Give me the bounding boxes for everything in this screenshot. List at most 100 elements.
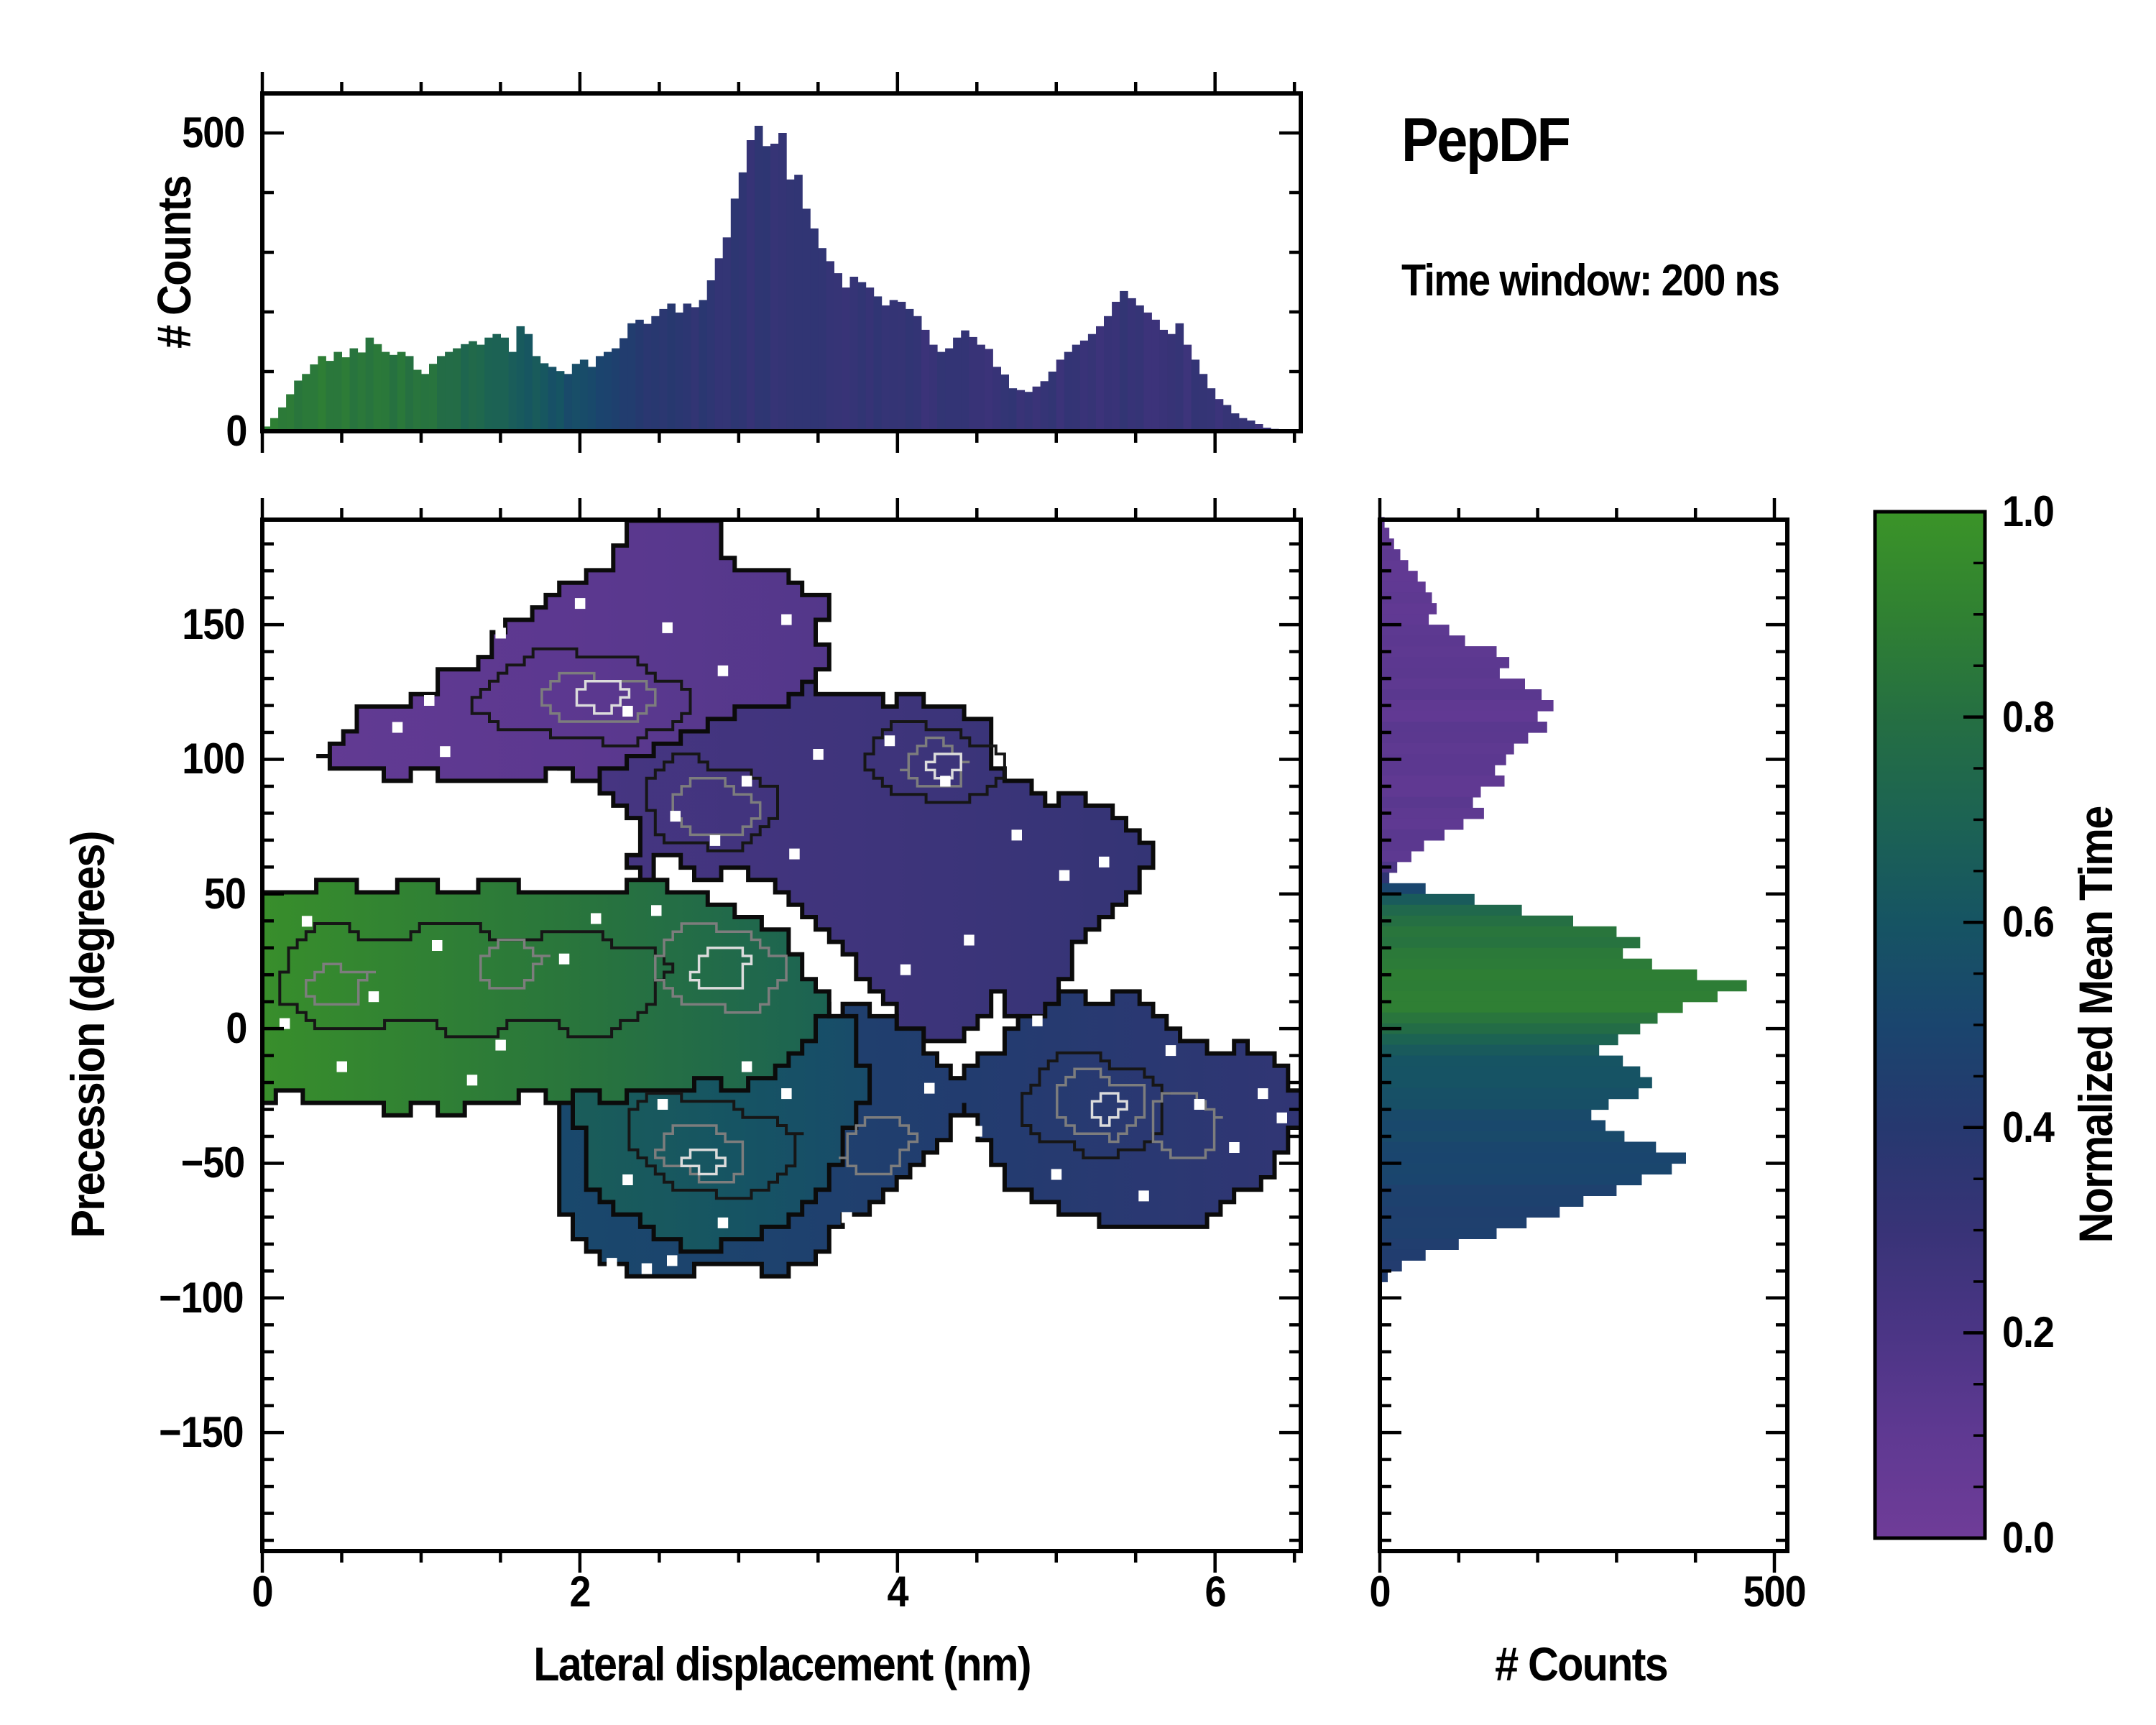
empty-bin-speckle bbox=[392, 722, 403, 733]
contour-line bbox=[1090, 1092, 1128, 1127]
right-hist-x-tick-label: 500 bbox=[1743, 1568, 1807, 1616]
contour-line bbox=[645, 753, 779, 852]
empty-bin-speckle bbox=[842, 1212, 852, 1223]
top-hist-y-tick-label: 0 bbox=[226, 407, 247, 455]
empty-bin-speckle bbox=[599, 544, 609, 556]
colorbar-tick-label: 0.4 bbox=[2002, 1103, 2055, 1151]
empty-bin-speckle bbox=[717, 665, 729, 676]
region-green-band bbox=[262, 878, 831, 1118]
main-y-tick-label: −50 bbox=[180, 1138, 245, 1187]
empty-bin-speckle bbox=[924, 1082, 935, 1094]
contour-line bbox=[278, 922, 675, 1039]
empty-bin-speckle bbox=[1258, 1088, 1268, 1100]
empty-bin-speckle bbox=[591, 913, 602, 924]
empty-bin-speckle bbox=[607, 1258, 617, 1269]
empty-bin-speckle bbox=[1165, 1045, 1176, 1057]
region-purple-lobe bbox=[316, 520, 831, 783]
empty-bin-speckle bbox=[900, 964, 911, 975]
contour-line bbox=[470, 647, 692, 748]
right-hist-x-axis-label: # Counts bbox=[1495, 1637, 1669, 1690]
contour-line bbox=[688, 946, 753, 990]
empty-bin-speckle bbox=[279, 1018, 290, 1029]
figure-title: PepDF bbox=[1401, 106, 1571, 175]
empty-bin-speckle bbox=[558, 953, 570, 965]
empty-bin-speckle bbox=[574, 598, 586, 610]
colorbar-tick-label: 0.8 bbox=[2002, 692, 2055, 741]
empty-bin-speckle bbox=[1059, 870, 1070, 881]
empty-bin-speckle bbox=[972, 1126, 982, 1137]
right-histogram-bars bbox=[1380, 517, 1747, 1282]
empty-bin-speckle bbox=[1194, 1099, 1205, 1110]
empty-bin-speckle bbox=[789, 848, 800, 860]
empty-bin-speckle bbox=[741, 1061, 752, 1072]
top-hist-y-axis-label: # Counts bbox=[147, 176, 201, 349]
main-x-axis-label: Lateral displacement (nm) bbox=[533, 1637, 1031, 1690]
main-y-tick-label: 50 bbox=[203, 869, 247, 918]
contour-line bbox=[575, 680, 631, 715]
empty-bin-speckle bbox=[336, 1061, 347, 1072]
empty-bin-speckle bbox=[424, 695, 435, 706]
main-y-tick-label: 100 bbox=[182, 735, 245, 783]
contour-line bbox=[671, 776, 762, 837]
empty-bin-speckle bbox=[741, 776, 752, 787]
empty-bin-speckle bbox=[622, 706, 633, 717]
top-hist-y-tick-label: 500 bbox=[182, 109, 245, 157]
main-x-tick-label: 6 bbox=[1204, 1568, 1226, 1616]
empty-bin-speckle bbox=[717, 1217, 729, 1228]
colorbar-frame bbox=[1873, 510, 1987, 1540]
contour-line bbox=[863, 720, 1006, 804]
empty-bin-speckle bbox=[1229, 1142, 1240, 1153]
contour-line bbox=[540, 671, 657, 723]
empty-bin-speckle bbox=[670, 811, 681, 822]
colorbar-tick-label: 0.0 bbox=[2002, 1514, 2055, 1562]
empty-bin-speckle bbox=[1032, 1015, 1043, 1026]
empty-bin-speckle bbox=[368, 991, 379, 1003]
colorbar-tick-label: 0.6 bbox=[2002, 898, 2055, 947]
top-hist-axes-box bbox=[260, 91, 1303, 433]
main-y-tick-label: −100 bbox=[159, 1273, 244, 1322]
contour-line bbox=[305, 962, 376, 1006]
top-histogram-bars bbox=[262, 126, 1279, 432]
empty-bin-speckle bbox=[432, 940, 443, 951]
main-y-axis-label: Precession (degrees) bbox=[61, 832, 114, 1238]
empty-bin-speckle bbox=[495, 627, 506, 639]
empty-bin-speckle bbox=[622, 1174, 633, 1185]
contour-line bbox=[1151, 1092, 1223, 1159]
contour-line bbox=[627, 1092, 804, 1200]
empty-bin-speckle bbox=[1099, 856, 1110, 868]
empty-bin-speckle bbox=[964, 934, 975, 946]
empty-bin-speckle bbox=[884, 735, 895, 747]
empty-bin-speckle bbox=[466, 1075, 478, 1086]
main-y-tick-label: −150 bbox=[159, 1408, 244, 1457]
contour-line bbox=[654, 1124, 745, 1184]
empty-bin-speckle bbox=[651, 905, 662, 916]
joint-heatmap bbox=[262, 520, 1301, 1279]
empty-bin-speckle bbox=[667, 1255, 678, 1266]
main-x-tick-label: 4 bbox=[887, 1568, 908, 1616]
empty-bin-speckle bbox=[940, 776, 951, 787]
right-hist-x-tick-label: 0 bbox=[1369, 1568, 1391, 1616]
empty-bin-speckle bbox=[440, 746, 451, 758]
main-x-tick-label: 0 bbox=[252, 1568, 274, 1616]
empty-bin-speckle bbox=[1138, 1190, 1149, 1202]
contour-line bbox=[654, 922, 788, 1014]
contour-line bbox=[479, 938, 550, 990]
empty-bin-speckle bbox=[657, 1099, 668, 1110]
empty-bin-speckle bbox=[495, 1039, 506, 1051]
right-hist-axes-box bbox=[1378, 518, 1789, 1553]
empty-bin-speckle bbox=[1011, 829, 1022, 841]
figure-subtitle: Time window: 200 ns bbox=[1401, 256, 1780, 305]
main-axes-box bbox=[260, 518, 1303, 1553]
empty-bin-speckle bbox=[781, 1088, 792, 1100]
colorbar-tick-label: 0.2 bbox=[2002, 1308, 2055, 1357]
colorbar-tick-label: 1.0 bbox=[2002, 487, 2055, 535]
empty-bin-speckle bbox=[662, 622, 673, 633]
empty-bin-speckle bbox=[641, 1263, 653, 1274]
contour-line bbox=[924, 753, 962, 780]
main-y-tick-label: 150 bbox=[182, 600, 245, 649]
empty-bin-speckle bbox=[709, 834, 721, 846]
main-y-tick-label: 0 bbox=[226, 1004, 247, 1053]
main-x-tick-label: 2 bbox=[569, 1568, 591, 1616]
